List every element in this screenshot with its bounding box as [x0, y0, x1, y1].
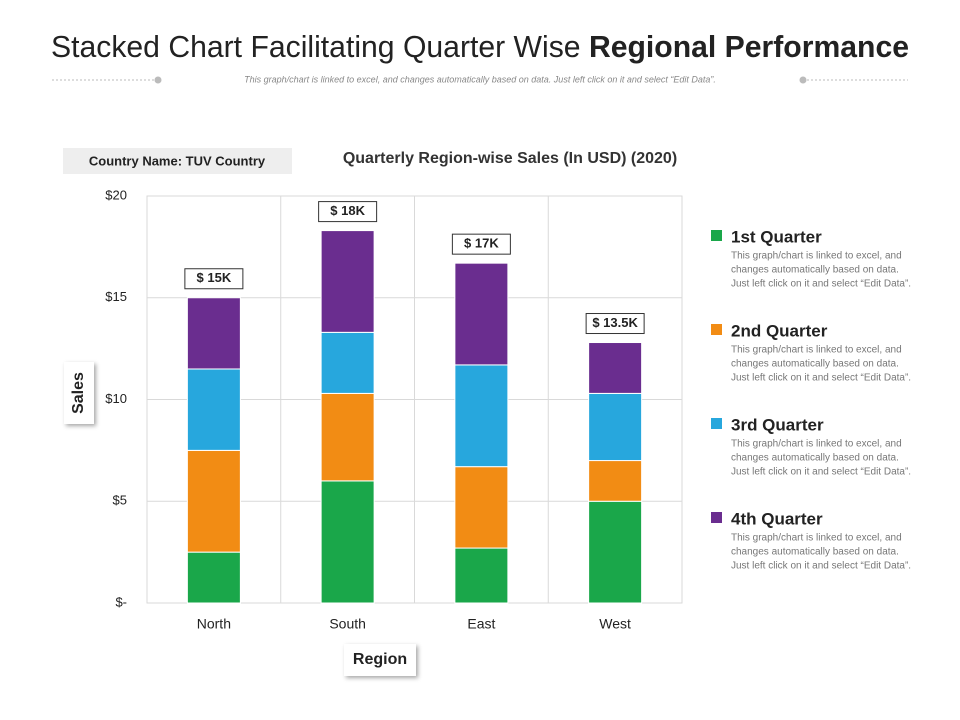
y-tick-label: $10	[105, 391, 127, 406]
bar-segment	[320, 480, 375, 604]
legend-description: This graph/chart is linked to excel, and	[731, 533, 902, 544]
country-box	[63, 148, 292, 174]
divider-dot	[154, 76, 162, 84]
bar-segment	[320, 230, 375, 333]
bar-segment	[454, 547, 509, 604]
x-tick-label: North	[197, 616, 231, 632]
legend-label: 3rd Quarter	[731, 415, 824, 434]
legend-description: changes automatically based on data.	[731, 265, 899, 276]
bar-segment	[588, 500, 643, 604]
legend-swatch	[711, 418, 722, 429]
legend-swatch	[711, 230, 722, 241]
legend-swatch	[711, 324, 722, 335]
bar-segment	[588, 342, 643, 394]
y-tick-label: $20	[105, 187, 127, 202]
legend-description: Just left click on it and select “Edit D…	[731, 561, 911, 572]
legend-description: Just left click on it and select “Edit D…	[731, 279, 911, 290]
bar-segment	[186, 368, 241, 451]
x-tick-label: West	[599, 616, 631, 632]
bar-segment	[454, 466, 509, 549]
total-box	[184, 268, 244, 290]
bar-segment	[588, 392, 643, 462]
bar-segment	[454, 364, 509, 468]
y-tick-label: $5	[113, 493, 127, 508]
divider-dot	[799, 76, 807, 84]
x-axis-label: Region	[353, 651, 407, 668]
bar-segment	[186, 297, 241, 370]
legend-description: changes automatically based on data.	[731, 453, 899, 464]
legend-description: This graph/chart is linked to excel, and	[731, 345, 902, 356]
legend-description: changes automatically based on data.	[731, 359, 899, 370]
y-label-box	[64, 362, 94, 424]
total-label: $ 17K	[464, 236, 499, 251]
legend-description: Just left click on it and select “Edit D…	[731, 467, 911, 478]
chart-title: Quarterly Region-wise Sales (In USD) (20…	[343, 150, 677, 167]
title: Stacked Chart Facilitating Quarter Wise …	[51, 29, 909, 64]
legend-description: changes automatically based on data.	[731, 547, 899, 558]
total-label: $ 15K	[197, 270, 232, 285]
total-box	[585, 313, 645, 335]
legend-label: 1st Quarter	[731, 227, 822, 246]
bar-segment	[320, 392, 375, 482]
country-label: Country Name: TUV Country	[89, 153, 266, 168]
y-tick-label: $15	[105, 289, 127, 304]
title-light: Stacked Chart Facilitating Quarter Wise	[51, 29, 589, 64]
bar-segment	[186, 551, 241, 604]
legend-swatch	[711, 512, 722, 523]
x-tick-label: East	[467, 616, 495, 632]
legend-description: This graph/chart is linked to excel, and	[731, 251, 902, 262]
total-label: $ 13.5K	[592, 315, 638, 330]
legend-label: 4th Quarter	[731, 509, 823, 528]
x-label-box	[344, 644, 416, 676]
title-bold: Regional Performance	[589, 29, 909, 64]
y-tick-label: $-	[115, 594, 127, 609]
bar-segment	[454, 262, 509, 366]
total-label: $ 18K	[330, 203, 365, 218]
legend-description: This graph/chart is linked to excel, and	[731, 439, 902, 450]
legend-description: Just left click on it and select “Edit D…	[731, 373, 911, 384]
subtitle: This graph/chart is linked to excel, and…	[244, 74, 716, 84]
total-box	[451, 233, 511, 255]
bar-segment	[320, 331, 375, 394]
legend-label: 2nd Quarter	[731, 321, 828, 340]
y-axis-label: Sales	[70, 372, 87, 414]
x-tick-label: South	[329, 616, 366, 632]
bar-segment	[186, 449, 241, 553]
total-box	[318, 201, 378, 223]
bar-segment	[588, 460, 643, 502]
